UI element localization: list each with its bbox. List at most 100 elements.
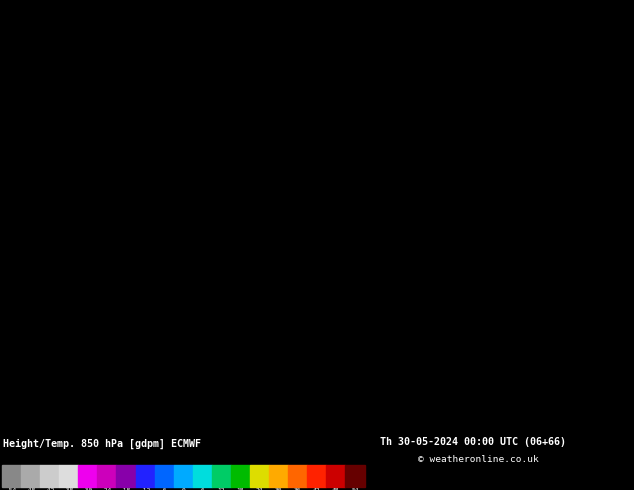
Text: 8: 8 bbox=[396, 231, 399, 236]
Text: 4: 4 bbox=[223, 24, 226, 29]
Text: 6: 6 bbox=[248, 231, 251, 236]
Text: 7: 7 bbox=[260, 305, 263, 310]
Text: 7: 7 bbox=[272, 366, 276, 370]
Text: 4: 4 bbox=[272, 85, 276, 90]
Text: 6: 6 bbox=[63, 36, 67, 41]
Text: 7: 7 bbox=[87, 426, 91, 432]
Text: 7: 7 bbox=[174, 219, 177, 224]
Text: 7: 7 bbox=[629, 378, 633, 383]
Text: 7: 7 bbox=[481, 146, 485, 151]
Text: 8: 8 bbox=[543, 280, 547, 285]
Text: 7: 7 bbox=[285, 415, 288, 419]
Text: 6: 6 bbox=[174, 146, 177, 151]
Text: 8: 8 bbox=[420, 353, 424, 358]
Text: 7: 7 bbox=[235, 378, 238, 383]
Text: 6: 6 bbox=[321, 195, 325, 200]
Text: 8: 8 bbox=[580, 231, 583, 236]
Text: 7: 7 bbox=[457, 158, 460, 163]
Text: 8: 8 bbox=[506, 390, 509, 395]
Text: 5: 5 bbox=[420, 36, 424, 41]
Text: 7: 7 bbox=[629, 207, 633, 212]
Text: 8: 8 bbox=[51, 341, 54, 346]
Text: 8: 8 bbox=[457, 183, 460, 188]
Text: 4: 4 bbox=[174, 0, 177, 5]
Text: 8: 8 bbox=[444, 341, 448, 346]
Text: 7: 7 bbox=[162, 219, 165, 224]
Text: 4: 4 bbox=[309, 24, 313, 29]
Text: 9: 9 bbox=[481, 317, 485, 322]
Text: 6: 6 bbox=[63, 24, 67, 29]
Text: 4: 4 bbox=[223, 61, 226, 66]
Text: 6: 6 bbox=[469, 97, 472, 102]
Text: 5: 5 bbox=[162, 61, 165, 66]
Text: 8: 8 bbox=[531, 268, 534, 273]
Text: 8: 8 bbox=[408, 378, 411, 383]
Text: 8: 8 bbox=[519, 329, 522, 334]
Text: 8: 8 bbox=[26, 244, 29, 248]
Text: 8: 8 bbox=[432, 317, 436, 322]
Text: 7: 7 bbox=[605, 426, 608, 432]
Text: 6: 6 bbox=[174, 158, 177, 163]
Text: 6: 6 bbox=[420, 97, 424, 102]
Text: 7: 7 bbox=[174, 402, 177, 407]
Text: 8: 8 bbox=[506, 231, 509, 236]
Text: 8: 8 bbox=[567, 366, 571, 370]
Text: 7: 7 bbox=[26, 390, 29, 395]
Text: 7: 7 bbox=[285, 366, 288, 370]
Text: 8: 8 bbox=[51, 329, 54, 334]
Text: 7: 7 bbox=[125, 207, 128, 212]
Text: 7: 7 bbox=[186, 293, 190, 297]
Text: 5: 5 bbox=[285, 122, 288, 126]
Text: 8: 8 bbox=[531, 244, 534, 248]
Text: 6: 6 bbox=[125, 146, 128, 151]
Text: 7: 7 bbox=[198, 231, 202, 236]
Text: 5: 5 bbox=[420, 12, 424, 17]
Text: 6: 6 bbox=[617, 134, 620, 139]
Text: 8: 8 bbox=[580, 293, 583, 297]
Text: 5: 5 bbox=[321, 97, 325, 102]
Text: 7: 7 bbox=[580, 171, 583, 175]
Text: 5: 5 bbox=[162, 109, 165, 115]
Text: 8: 8 bbox=[555, 231, 559, 236]
Text: 7: 7 bbox=[14, 183, 17, 188]
Text: 8: 8 bbox=[555, 402, 559, 407]
Text: 7: 7 bbox=[210, 415, 214, 419]
Text: 6: 6 bbox=[14, 12, 17, 17]
Text: 7: 7 bbox=[371, 207, 374, 212]
Text: 4: 4 bbox=[186, 49, 190, 53]
Text: 8: 8 bbox=[396, 341, 399, 346]
Text: 8: 8 bbox=[580, 366, 583, 370]
Text: 7: 7 bbox=[617, 256, 620, 261]
Text: 8: 8 bbox=[444, 402, 448, 407]
Text: 6: 6 bbox=[248, 158, 251, 163]
Text: 7: 7 bbox=[63, 415, 67, 419]
Text: 8: 8 bbox=[63, 378, 67, 383]
Text: 6: 6 bbox=[432, 122, 436, 126]
Text: 6: 6 bbox=[629, 134, 633, 139]
Text: 7: 7 bbox=[198, 244, 202, 248]
Text: 4: 4 bbox=[297, 49, 300, 53]
Text: 8: 8 bbox=[469, 390, 472, 395]
Text: 4: 4 bbox=[174, 12, 177, 17]
Text: 6: 6 bbox=[481, 0, 485, 5]
Text: 7: 7 bbox=[75, 183, 79, 188]
Text: 8: 8 bbox=[580, 341, 583, 346]
Text: 6: 6 bbox=[481, 73, 485, 78]
Text: 4: 4 bbox=[272, 73, 276, 78]
Text: 7: 7 bbox=[371, 244, 374, 248]
Text: 5: 5 bbox=[334, 122, 337, 126]
Text: 7: 7 bbox=[210, 231, 214, 236]
Text: 6: 6 bbox=[186, 146, 190, 151]
Text: 7: 7 bbox=[519, 122, 522, 126]
Text: 7: 7 bbox=[629, 293, 633, 297]
Text: 5: 5 bbox=[285, 109, 288, 115]
Text: -38: -38 bbox=[63, 488, 74, 490]
Text: 6: 6 bbox=[543, 49, 547, 53]
Text: 6: 6 bbox=[617, 24, 620, 29]
Text: 6: 6 bbox=[309, 171, 313, 175]
Text: 6: 6 bbox=[272, 207, 276, 212]
Text: 7: 7 bbox=[75, 402, 79, 407]
Text: 6: 6 bbox=[371, 158, 374, 163]
Text: 8: 8 bbox=[14, 329, 17, 334]
Text: 6: 6 bbox=[26, 73, 29, 78]
